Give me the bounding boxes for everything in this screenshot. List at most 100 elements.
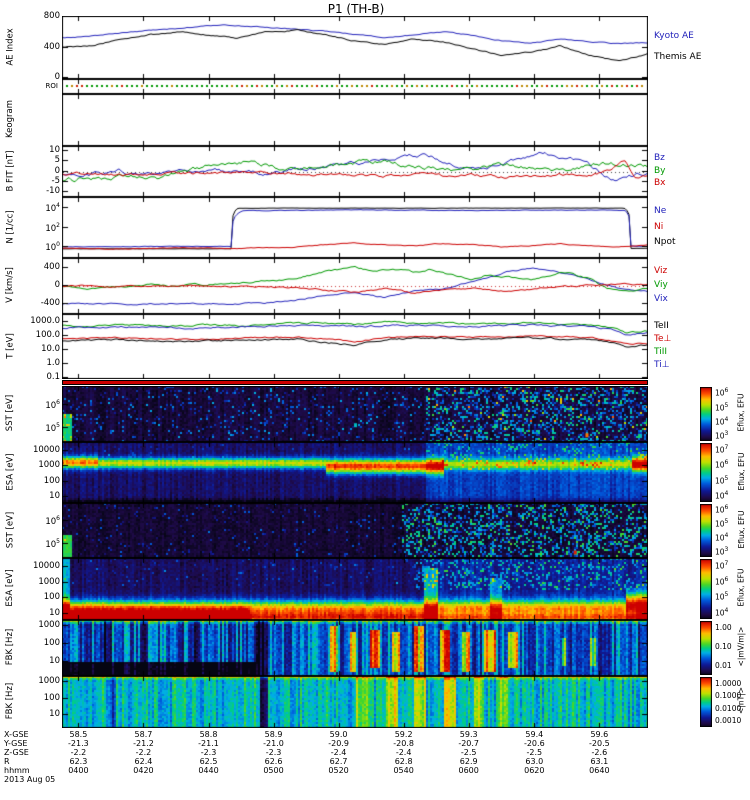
ephemeris-value: 62.5 xyxy=(199,757,218,766)
trace-label-By: By xyxy=(654,165,666,176)
colorbar-tick-label: 103 xyxy=(715,429,729,441)
panel-ae: AE Index 0 400 800 Kyoto AE Themis AE xyxy=(0,11,750,82)
ytick-label: -5 xyxy=(51,175,60,186)
panel-fbk_b: FBK [Hz] 1000 100 10 1.0000 0.1000 0.0100 0.001… xyxy=(0,676,750,728)
ytick-label: 800 xyxy=(43,11,60,21)
date-label: 2013 Aug 05 xyxy=(4,775,56,784)
ephemeris-row-Z-GSE: Z-GSE -2.2 -2.2 -2.3 -2.3 -2.4 -2.4 -2.5 -2.5 -2.… xyxy=(0,748,750,757)
ephemeris-row-R: R 62.3 62.4 62.5 62.6 62.7 62.8 62.9 63.0 63.1 xyxy=(0,757,750,766)
colorbar-tick-label: 104 xyxy=(715,490,729,501)
ytick-label: 106 xyxy=(45,398,60,411)
time-tick-label: 0420 xyxy=(133,766,154,775)
colorbar-fbk_e xyxy=(700,621,712,675)
time-tick-label: 0620 xyxy=(524,766,545,775)
ytick-label: 0 xyxy=(54,280,60,290)
ephemeris-row-label: Y-GSE xyxy=(4,739,28,748)
time-tick-label: 0640 xyxy=(589,766,610,775)
colorbar-tick-label: 105 xyxy=(715,401,729,413)
colorbar-tick-label: 1.0000 xyxy=(715,678,742,688)
ytick-label: 100 xyxy=(43,475,60,486)
time-tick-label: 0400 xyxy=(68,766,89,775)
canvas-ae xyxy=(62,16,648,79)
time-axis-label: hhmm xyxy=(4,766,30,775)
ytick-label: 100 xyxy=(45,241,60,253)
ytick-label: 10 xyxy=(49,656,60,667)
ephemeris-value: 59.2 xyxy=(394,730,413,739)
panel-temp: T [eV] 1000.0 100.0 10.0 1.0 0.1 TeII Te⊥ TiII Ti… xyxy=(0,314,750,382)
panel-sep xyxy=(0,379,750,386)
trace-label-Vix: Vix xyxy=(654,294,668,304)
ytick-label: 400 xyxy=(43,41,60,52)
ytick-label: 1000 xyxy=(38,576,60,587)
ephemeris-row-label: R xyxy=(4,757,10,766)
colorbar-unit-fbk_b: <|nT|> xyxy=(736,687,746,714)
trace-label-Ne: Ne xyxy=(654,206,667,217)
ephemeris-value: -20.6 xyxy=(523,739,545,748)
time-tick-label: 0520 xyxy=(328,766,349,775)
plot-title: P1 (TH-B) xyxy=(327,2,385,16)
colorbar-tick-label: 107 xyxy=(715,444,729,455)
trace-label-Te: Te⊥ xyxy=(654,334,672,344)
ephemeris-value: -20.9 xyxy=(328,739,349,748)
ytick-label: 1.0 xyxy=(46,358,60,368)
colorbar-sst_ion xyxy=(700,387,712,441)
ephemeris-value: 62.7 xyxy=(329,757,348,766)
ytick-label: 10 xyxy=(49,608,60,619)
ephemeris-value: -20.7 xyxy=(458,739,480,748)
colorbar-tick-label: 0.1000 xyxy=(715,691,742,700)
ephemeris-value: -2.2 xyxy=(135,748,152,757)
canvas-keogram xyxy=(62,94,648,146)
ephemeris-value: -2.6 xyxy=(591,748,608,757)
ephemeris-row-X-GSE: X-GSE 58.5 58.7 58.8 58.9 59.0 59.2 59.3 59.4 59.… xyxy=(0,730,750,739)
ytick-label: 10000 xyxy=(32,444,60,455)
canvas-fbk_e xyxy=(62,620,648,676)
colorbar-tick-label: 106 xyxy=(715,387,729,398)
ytick-label: 0 xyxy=(54,72,60,82)
colorbar-tick-label: 107 xyxy=(715,560,729,571)
time-tick-label: 0500 xyxy=(263,766,284,775)
ytick-label: 10 xyxy=(49,491,60,502)
canvas-roi xyxy=(62,79,648,94)
trace-label-TeII: TeII xyxy=(654,321,669,331)
ytick-label: 10 xyxy=(49,709,60,720)
ytick-label: 1000 xyxy=(38,676,60,686)
trace-label-Ti: Ti⊥ xyxy=(654,360,670,370)
panel-keogram: Keogram xyxy=(0,94,750,146)
ytick-label: 5 xyxy=(54,155,60,166)
colorbar-tick-label: 103 xyxy=(715,545,729,557)
ephemeris-value: 62.4 xyxy=(134,757,153,766)
canvas-density xyxy=(62,197,648,258)
ytick-label: 400 xyxy=(43,262,60,273)
trace-label-Npot: Npot xyxy=(654,236,676,247)
colorbar-tick-label: 0.0010 xyxy=(715,716,742,725)
ephemeris-value: 58.5 xyxy=(69,730,88,739)
ephemeris-value: 58.9 xyxy=(264,730,283,739)
ytick-label: 1000 xyxy=(38,460,60,471)
bottom-axis: X-GSE 58.5 58.7 58.8 58.9 59.0 59.2 59.3 59.4 59.… xyxy=(0,730,750,784)
separator-bar xyxy=(62,380,648,385)
canvas-sst_elec xyxy=(62,503,648,558)
colorbar-tick-label: 106 xyxy=(715,575,729,587)
ytick-label: 100 xyxy=(43,692,60,703)
ephemeris-row-label: Z-GSE xyxy=(4,748,29,757)
colorbar-tick-label: 0.0100 xyxy=(715,703,742,713)
panel-esa_ion: ESA [eV] 10000 1000 100 10 107 106 105 104 Eflux,… xyxy=(0,442,750,503)
colorbar-tick-label: 0.10 xyxy=(715,642,732,651)
ephemeris-value: 59.6 xyxy=(590,730,609,739)
date-row: 2013 Aug 05 xyxy=(0,775,750,784)
ytick-label: 104 xyxy=(45,201,60,214)
colorbar-unit-sst_ion: Eflux, EFU xyxy=(736,393,746,432)
panel-bfit: B FIT [nT] -10 -5 0 5 10 Bz By Bx xyxy=(0,145,750,197)
ytick-label: 106 xyxy=(45,515,60,528)
ytick-label: 10 xyxy=(49,145,60,156)
ephemeris-value: 59.0 xyxy=(329,730,348,739)
ephemeris-value: 62.9 xyxy=(459,757,478,766)
canvas-esa_ion xyxy=(62,442,648,503)
ephemeris-value: -20.8 xyxy=(393,739,414,748)
ephemeris-value: 59.3 xyxy=(459,730,478,739)
ephemeris-value: -2.2 xyxy=(70,748,87,757)
ytick-label: 100 xyxy=(43,638,60,649)
canvas-esa_elec xyxy=(62,558,648,620)
time-tick-label: 0440 xyxy=(198,766,219,775)
